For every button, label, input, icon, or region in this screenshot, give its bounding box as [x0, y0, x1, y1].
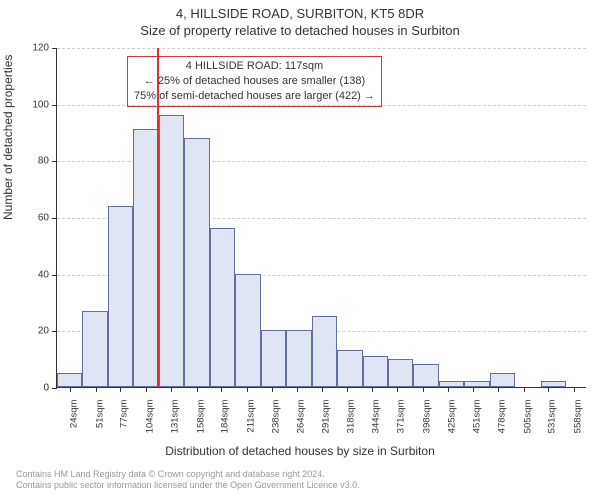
- x-tick-label: 291sqm: [319, 400, 332, 434]
- credits: Contains HM Land Registry data © Crown c…: [16, 469, 360, 492]
- x-tick-label: 558sqm: [570, 400, 583, 434]
- x-tick-mark: [372, 387, 373, 392]
- chart-title-sub: Size of property relative to detached ho…: [0, 21, 600, 38]
- y-tick-mark: [52, 105, 57, 106]
- x-tick-mark: [297, 387, 298, 392]
- x-tick-label: 51sqm: [92, 400, 105, 429]
- histogram-bar: [337, 350, 362, 387]
- credits-line-1: Contains HM Land Registry data © Crown c…: [16, 469, 360, 481]
- x-tick-label: 211sqm: [243, 400, 256, 433]
- histogram-bar: [133, 129, 158, 387]
- histogram-bar: [184, 138, 209, 387]
- x-tick-mark: [322, 387, 323, 392]
- histogram-bar: [210, 228, 235, 387]
- x-tick-mark: [171, 387, 172, 392]
- x-tick-mark: [96, 387, 97, 392]
- y-tick-mark: [52, 275, 57, 276]
- chart-container: 4, HILLSIDE ROAD, SURBITON, KT5 8DR Size…: [0, 0, 600, 500]
- x-tick-mark: [347, 387, 348, 392]
- histogram-bar: [261, 330, 286, 387]
- x-tick-label: 77sqm: [117, 400, 130, 429]
- y-tick-mark: [52, 331, 57, 332]
- x-tick-mark: [498, 387, 499, 392]
- x-tick-label: 505sqm: [520, 400, 533, 434]
- x-tick-label: 371sqm: [394, 400, 407, 434]
- y-tick-mark: [52, 388, 57, 389]
- x-tick-label: 24sqm: [67, 400, 80, 429]
- y-axis-label: Number of detached properties: [1, 55, 15, 220]
- x-tick-label: 398sqm: [419, 400, 432, 434]
- x-tick-label: 318sqm: [344, 400, 357, 434]
- x-tick-label: 425sqm: [445, 400, 458, 434]
- chart-title-main: 4, HILLSIDE ROAD, SURBITON, KT5 8DR: [0, 0, 600, 21]
- histogram-bar: [235, 274, 260, 387]
- histogram-bar: [57, 373, 82, 387]
- histogram-bar: [490, 373, 515, 387]
- x-tick-mark: [247, 387, 248, 392]
- credits-line-2: Contains public sector information licen…: [16, 480, 360, 492]
- gridline: [57, 48, 586, 49]
- histogram-bar: [159, 115, 184, 387]
- x-tick-mark: [146, 387, 147, 392]
- x-tick-label: 184sqm: [218, 400, 231, 434]
- histogram-bar: [363, 356, 388, 387]
- histogram-bar: [82, 311, 107, 388]
- x-tick-mark: [221, 387, 222, 392]
- histogram-bar: [286, 330, 311, 387]
- x-tick-mark: [423, 387, 424, 392]
- annotation-line: 4 HILLSIDE ROAD: 117sqm: [134, 59, 375, 74]
- histogram-bar: [541, 381, 566, 387]
- histogram-bar: [464, 381, 489, 387]
- histogram-bar: [413, 364, 438, 387]
- annotation-box: 4 HILLSIDE ROAD: 117sqm← 25% of detached…: [127, 56, 382, 107]
- x-tick-mark: [272, 387, 273, 392]
- x-tick-label: 104sqm: [142, 400, 155, 434]
- x-tick-label: 478sqm: [495, 400, 508, 434]
- x-tick-label: 264sqm: [293, 400, 306, 434]
- histogram-bar: [388, 359, 413, 387]
- y-tick-mark: [52, 48, 57, 49]
- x-tick-mark: [197, 387, 198, 392]
- y-tick-mark: [52, 218, 57, 219]
- x-tick-mark: [574, 387, 575, 392]
- x-tick-mark: [448, 387, 449, 392]
- x-tick-label: 531sqm: [545, 400, 558, 434]
- histogram-bar: [312, 316, 337, 387]
- histogram-bar: [439, 381, 464, 387]
- annotation-line: 75% of semi-detached houses are larger (…: [134, 89, 375, 104]
- x-axis-label: Distribution of detached houses by size …: [0, 444, 600, 458]
- x-tick-mark: [397, 387, 398, 392]
- plot-area: 02040608010012024sqm51sqm77sqm104sqm131s…: [56, 48, 586, 388]
- annotation-line: ← 25% of detached houses are smaller (13…: [134, 74, 375, 89]
- x-tick-mark: [524, 387, 525, 392]
- x-tick-label: 238sqm: [269, 400, 282, 434]
- histogram-bar: [108, 206, 133, 387]
- x-tick-mark: [548, 387, 549, 392]
- x-tick-mark: [70, 387, 71, 392]
- y-tick-mark: [52, 161, 57, 162]
- x-tick-mark: [473, 387, 474, 392]
- x-tick-label: 451sqm: [469, 400, 482, 434]
- x-tick-label: 344sqm: [368, 400, 381, 434]
- x-tick-label: 158sqm: [193, 400, 206, 434]
- x-tick-mark: [120, 387, 121, 392]
- x-tick-label: 131sqm: [168, 400, 181, 434]
